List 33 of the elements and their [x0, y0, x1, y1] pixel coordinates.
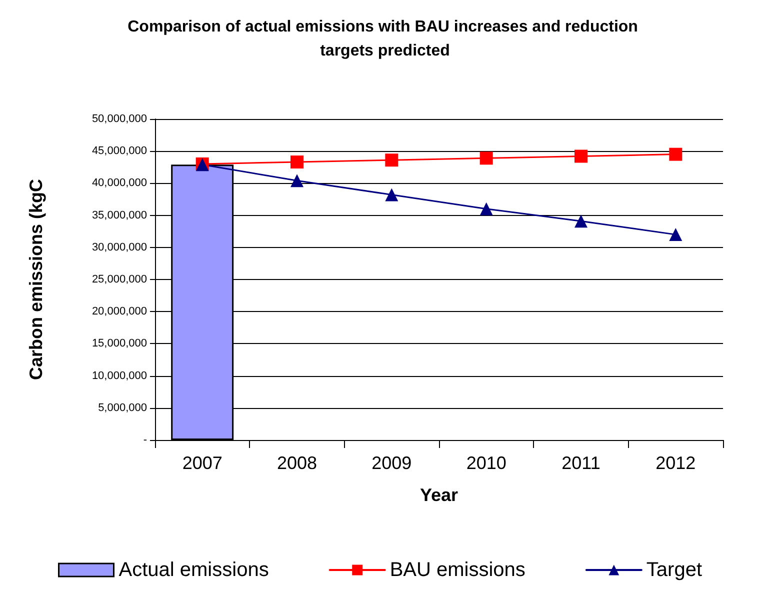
- point: [574, 150, 588, 163]
- x-tick-label: 2010: [466, 453, 506, 473]
- y-tick-label: 35,000,000: [92, 209, 147, 222]
- point: [669, 148, 682, 161]
- point: [480, 152, 493, 165]
- x-tick-label: 2008: [276, 453, 318, 473]
- y-tick-label: 50,000,000: [92, 113, 147, 125]
- legend-label: Target: [646, 559, 702, 581]
- x-tick-label: 2011: [562, 453, 600, 473]
- point: [290, 156, 304, 169]
- point: [290, 174, 304, 188]
- point: [385, 188, 398, 202]
- legend-label: BAU emissions: [390, 559, 526, 581]
- x-tick-label: 2009: [372, 453, 412, 473]
- point: [669, 228, 682, 242]
- y-tick-label: 5,000,000: [98, 402, 147, 414]
- y-tick-label: 25,000,000: [92, 274, 147, 286]
- y-tick-label: 20,000,000: [92, 306, 147, 318]
- x-tick-label: 2012: [656, 453, 696, 473]
- x-tick-label: 2007: [182, 453, 222, 473]
- y-tick-label: -: [143, 434, 148, 446]
- y-tick-label: 40,000,000: [92, 177, 147, 190]
- point: [480, 202, 493, 216]
- point: [385, 154, 398, 167]
- y-tick-label: 30,000,000: [92, 241, 147, 254]
- y-tick-label: 10,000,000: [92, 370, 147, 382]
- chart-title: Comparison of actual emissions with BAU increases and reduction targets predicted: [128, 18, 642, 60]
- point: [574, 214, 588, 228]
- y-axis-title: Carbon emissions (kgC: [26, 178, 46, 380]
- legend-label: Actual emissions: [118, 559, 269, 581]
- y-tick-label: 15,000,000: [92, 338, 147, 350]
- x-axis-title: Year: [420, 485, 458, 505]
- y-tick-label: 45,000,000: [92, 145, 147, 158]
